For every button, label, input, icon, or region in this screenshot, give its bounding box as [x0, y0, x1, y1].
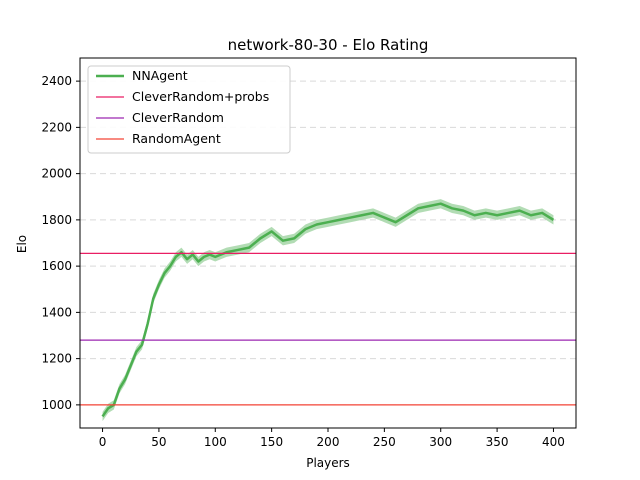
- x-tick-label: 300: [429, 435, 452, 449]
- legend-label: CleverRandom: [132, 110, 224, 125]
- y-tick-label: 1600: [41, 259, 72, 273]
- x-axis-label: Players: [306, 456, 350, 470]
- x-tick-label: 150: [260, 435, 283, 449]
- x-tick-label: 0: [99, 435, 107, 449]
- x-tick-label: 400: [542, 435, 565, 449]
- axes: 0 50 100 150 200 250 300 350 400 1000 1200 1400 1600…: [41, 57, 577, 449]
- x-tick-label: 50: [151, 435, 166, 449]
- legend-label: RandomAgent: [132, 131, 221, 146]
- y-axis-label: Elo: [15, 235, 29, 253]
- chart-title: network-80-30 - Elo Rating: [228, 36, 429, 54]
- y-tick-label: 2200: [41, 120, 72, 134]
- y-tick-label: 1800: [41, 213, 72, 227]
- plot-area: [80, 199, 576, 422]
- x-tick-label: 200: [317, 435, 340, 449]
- legend-label: NNAgent: [132, 68, 188, 83]
- y-tick-label: 2400: [41, 74, 72, 88]
- y-tick-label: 2000: [41, 167, 72, 181]
- x-tick-label: 350: [486, 435, 509, 449]
- series-line: [101, 202, 555, 418]
- x-tick-label: 250: [373, 435, 396, 449]
- series-band: [102, 199, 554, 422]
- y-tick-label: 1400: [41, 305, 72, 319]
- legend: NNAgent CleverRandom+probs CleverRandom Ran…: [87, 65, 291, 154]
- x-tick-label: 100: [204, 435, 227, 449]
- legend-label: CleverRandom+probs: [132, 89, 269, 104]
- legend-box: [87, 65, 291, 154]
- y-tick-label: 1000: [41, 398, 72, 412]
- y-tick-label: 1200: [41, 352, 72, 366]
